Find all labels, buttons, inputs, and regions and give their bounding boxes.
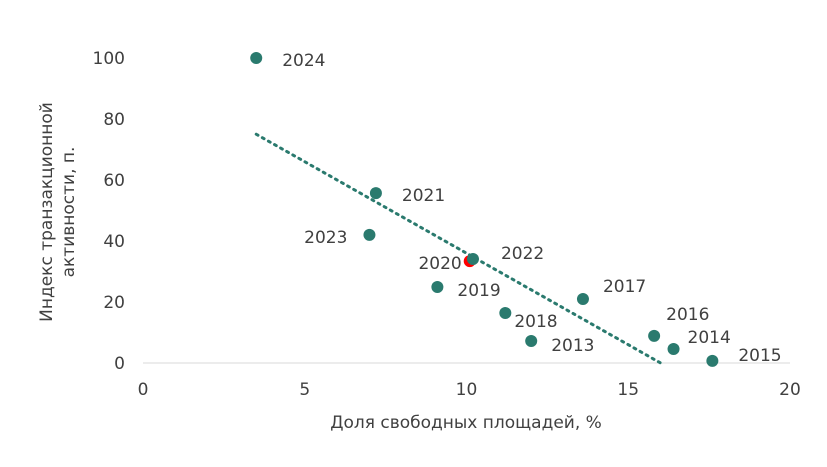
data-point (369, 187, 382, 200)
y-tick-label: 100 (93, 49, 125, 69)
y-tick-label: 40 (103, 232, 125, 252)
data-point (466, 252, 479, 265)
x-tick-label: 0 (138, 380, 149, 400)
data-label: 2017 (603, 277, 646, 297)
trendline (254, 132, 663, 365)
x-tick-label: 20 (779, 380, 801, 400)
data-point (431, 281, 444, 294)
data-point (576, 292, 589, 305)
data-point (363, 228, 376, 241)
data-label: 2018 (514, 312, 557, 332)
data-label: 2019 (457, 281, 500, 301)
data-point (667, 342, 680, 355)
data-label: 2022 (501, 244, 544, 264)
data-label: 2014 (688, 328, 731, 348)
data-point (648, 329, 661, 342)
y-tick-label: 60 (103, 171, 125, 191)
data-label: 2024 (282, 51, 325, 71)
data-point (499, 306, 512, 319)
data-label: 2016 (666, 305, 709, 325)
data-label: 2013 (551, 336, 594, 356)
data-label: 2023 (304, 228, 347, 248)
y-tick-label: 0 (114, 354, 125, 374)
x-tick-label: 15 (617, 380, 639, 400)
y-axis-label-line1: Индекс транзакционной (37, 102, 57, 322)
y-axis-label-line2: активности, п. (59, 147, 79, 278)
x-axis-label: Доля свободных площадей, % (330, 413, 602, 433)
x-tick-label: 10 (456, 380, 478, 400)
x-tick-label: 5 (299, 380, 310, 400)
data-label: 2020 (418, 254, 461, 274)
data-point (250, 52, 263, 64)
data-label: 2021 (402, 186, 445, 206)
data-point (706, 354, 719, 367)
y-tick-label: 80 (103, 110, 125, 130)
data-point (525, 335, 538, 348)
y-tick-label: 20 (103, 293, 125, 313)
data-label: 2015 (738, 346, 781, 366)
